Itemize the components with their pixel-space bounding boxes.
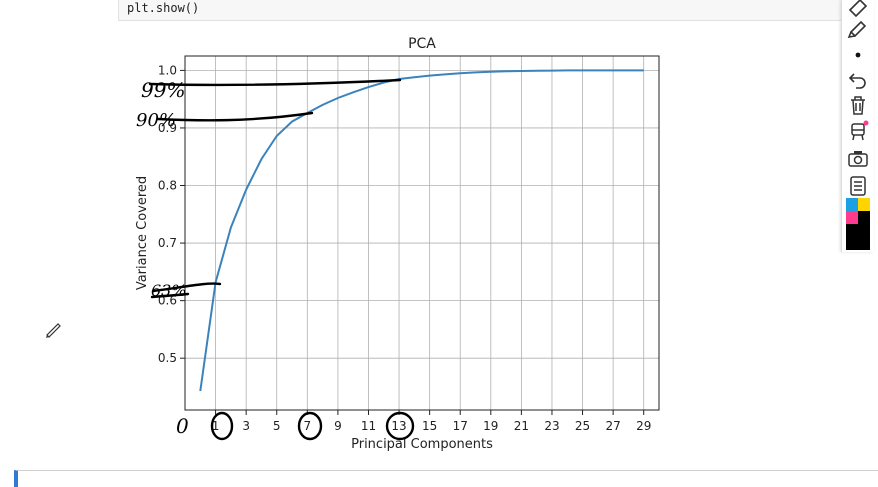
y-tick-label: 0.7 bbox=[158, 236, 177, 250]
y-tick-label: 0.8 bbox=[158, 179, 177, 193]
x-tick-label: 11 bbox=[361, 419, 376, 433]
x-tick-label: 7 bbox=[304, 419, 312, 433]
x-tick-label: 15 bbox=[422, 419, 437, 433]
x-tick-label: 27 bbox=[605, 419, 620, 433]
clipboard-icon[interactable] bbox=[846, 174, 870, 196]
x-tick-label: 25 bbox=[575, 419, 590, 433]
chart-title: PCA bbox=[408, 36, 436, 52]
y-tick-label: 1.0 bbox=[158, 63, 177, 77]
ink-line-99 bbox=[148, 78, 402, 87]
y-tick-label: 0.5 bbox=[158, 351, 177, 365]
dot-size-icon[interactable] bbox=[846, 44, 870, 66]
handwritten-annotations bbox=[148, 78, 415, 441]
x-tick-label: 21 bbox=[514, 419, 529, 433]
camera-icon[interactable] bbox=[846, 148, 870, 170]
handwritten-labels: 99% 90% 63% 0 bbox=[136, 78, 189, 438]
x-tick-label: 1 bbox=[212, 419, 220, 433]
plot-frame bbox=[184, 55, 660, 411]
ink-label-0: 0 bbox=[176, 414, 189, 438]
ink-line-63 bbox=[151, 282, 222, 293]
next-notebook-cell[interactable] bbox=[14, 470, 878, 487]
x-tick-label: 5 bbox=[273, 419, 281, 433]
pen-icon[interactable] bbox=[846, 16, 870, 38]
color-palette-icon[interactable] bbox=[846, 198, 870, 250]
ticks: 1 3 5 7 9 11 13 15 17 19 21 23 25 27 290.50.60.70.80.9… bbox=[158, 63, 651, 433]
x-axis-label: Principal Components bbox=[351, 437, 493, 452]
x-tick-label: 17 bbox=[453, 419, 468, 433]
drawing-toolbar bbox=[841, 0, 874, 252]
eraser-icon[interactable] bbox=[846, 0, 870, 18]
code-cell[interactable]: plt.show() bbox=[118, 0, 841, 21]
y-axis-label: Variance Covered bbox=[135, 176, 150, 290]
undo-icon[interactable] bbox=[846, 68, 870, 90]
x-tick-label: 13 bbox=[391, 419, 406, 433]
ink-line-63b bbox=[150, 292, 190, 299]
x-tick-label: 23 bbox=[544, 419, 559, 433]
pencil-cursor-icon bbox=[46, 323, 61, 338]
y-tick-label: 0.9 bbox=[158, 121, 177, 135]
pca-chart: 1 3 5 7 9 11 13 15 17 19 21 23 25 27 290.50.60.70.80.9… bbox=[135, 36, 660, 452]
x-tick-label: 29 bbox=[636, 419, 651, 433]
ink-line-90 bbox=[156, 111, 314, 122]
x-tick-label: 3 bbox=[242, 419, 250, 433]
ink-label-90: 90% bbox=[136, 110, 176, 131]
x-tick-label: 19 bbox=[483, 419, 498, 433]
circle-tick-1 bbox=[210, 411, 234, 441]
trash-icon[interactable] bbox=[846, 94, 870, 116]
ink-label-99: 99% bbox=[141, 78, 185, 102]
circle-tick-7 bbox=[297, 411, 323, 441]
circle-tick-13 bbox=[385, 411, 415, 441]
x-tick-label: 9 bbox=[334, 419, 342, 433]
variance-line bbox=[199, 69, 644, 392]
code-line: plt.show() bbox=[127, 1, 200, 15]
ink-label-63: 63% bbox=[151, 281, 187, 300]
highlighter-icon[interactable] bbox=[846, 120, 870, 142]
grid bbox=[185, 56, 659, 410]
